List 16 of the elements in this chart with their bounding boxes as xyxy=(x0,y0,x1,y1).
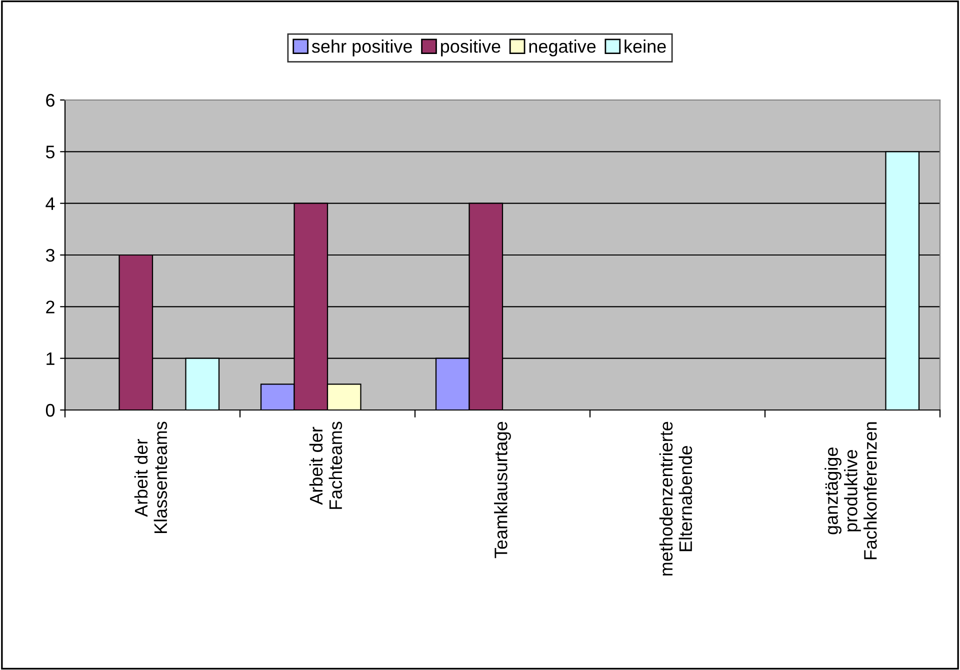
x-tick-label: methodenzentrierte Elternabende xyxy=(659,422,692,576)
legend-label: positive xyxy=(441,40,500,56)
x-tick-label: Arbeit der Klassenteams xyxy=(134,422,168,534)
y-tick-label: 1 xyxy=(46,352,54,365)
x-tick-label: Teamklausurtage xyxy=(494,422,511,558)
y-tick-label: 3 xyxy=(46,248,54,262)
legend-label: negative xyxy=(529,40,596,56)
x-tick-label: ganztägige produktive Fachkonferenzen xyxy=(824,422,877,560)
x-tick-label: Arbeit der Fachteams xyxy=(309,422,342,509)
legend-label: sehr positive xyxy=(312,40,412,56)
y-tick-label: 6 xyxy=(46,94,54,107)
y-tick-label: 5 xyxy=(46,146,55,158)
y-tick-label: 2 xyxy=(46,300,54,314)
legend-label: keine xyxy=(624,40,666,53)
y-tick-label: 4 xyxy=(46,197,55,210)
y-tick-label: 0 xyxy=(46,404,55,417)
